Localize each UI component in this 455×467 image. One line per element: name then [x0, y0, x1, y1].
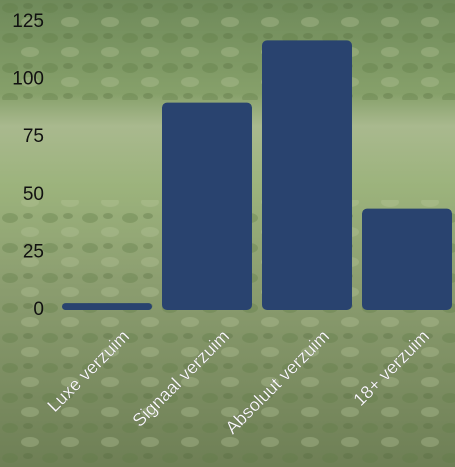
background-texture — [0, 0, 455, 100]
y-tick-label: 0 — [33, 299, 44, 320]
y-tick-label: 25 — [23, 241, 44, 262]
bar — [262, 40, 352, 310]
bar — [162, 102, 252, 310]
y-tick-label: 75 — [23, 126, 44, 147]
bar — [362, 208, 452, 310]
bar — [62, 303, 152, 310]
y-tick-label: 50 — [23, 184, 44, 205]
y-tick-label: 100 — [12, 69, 44, 90]
y-tick-label: 125 — [12, 11, 44, 32]
